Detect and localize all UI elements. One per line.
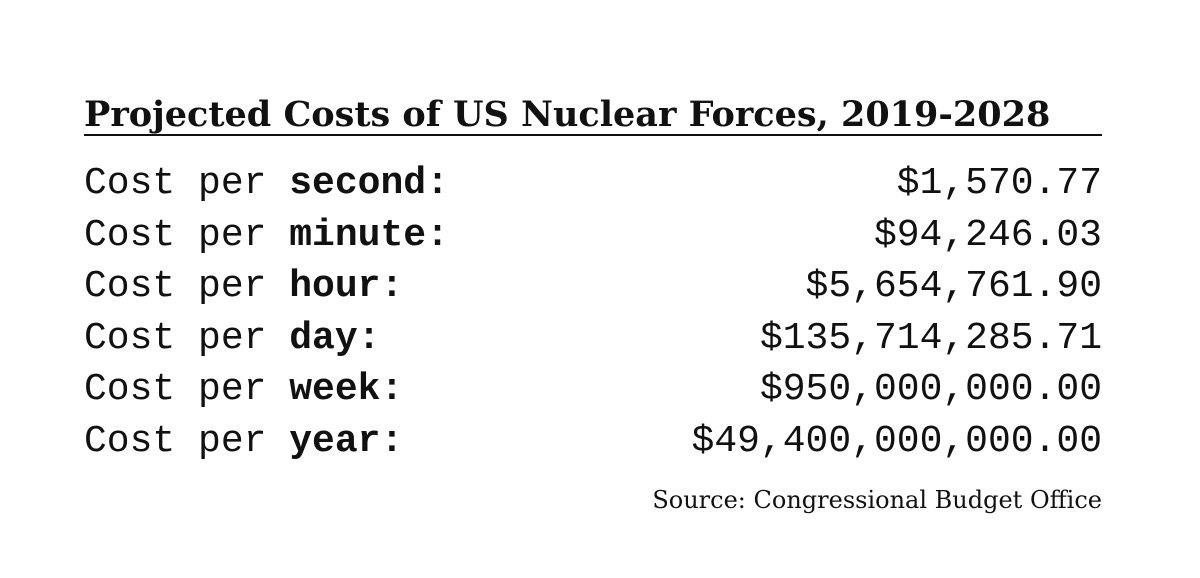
cost-row-week: Cost per week: $950,000,000.00 — [84, 364, 1102, 416]
cost-row-day: Cost per day: $135,714,285.71 — [84, 313, 1102, 365]
cost-value: $94,246.03 — [873, 213, 1102, 257]
cost-label: Cost per hour: — [84, 261, 403, 313]
cost-value: $49,400,000,000.00 — [691, 419, 1102, 463]
cost-row-year: Cost per year: $49,400,000,000.00 — [84, 416, 1102, 468]
page-title: Projected Costs of US Nuclear Forces, 20… — [84, 94, 1051, 135]
cost-label: Cost per day: — [84, 313, 380, 365]
cost-row-hour: Cost per hour: $5,654,761.90 — [84, 261, 1102, 313]
cost-value: $5,654,761.90 — [805, 265, 1102, 308]
title-underline — [84, 134, 1102, 136]
cost-value: $1,570.77 — [896, 162, 1102, 205]
cost-label: Cost per second: — [84, 158, 449, 210]
cost-list: Cost per second: $1,570.77 Cost per minu… — [84, 158, 1102, 467]
cost-row-second: Cost per second: $1,570.77 — [84, 158, 1102, 210]
cost-label-unit: year: — [289, 419, 404, 463]
cost-label-prefix: Cost per — [84, 162, 267, 205]
cost-label-unit: second: — [289, 162, 449, 205]
cost-label-prefix: Cost per — [84, 419, 267, 463]
cost-row-minute: Cost per minute: $94,246.03 — [84, 210, 1102, 262]
cost-label-unit: hour: — [289, 265, 404, 308]
source-note: Source: Congressional Budget Office — [652, 486, 1102, 514]
cost-label-unit: week: — [289, 368, 404, 411]
cost-label-prefix: Cost per — [84, 316, 267, 360]
cost-label: Cost per year: — [84, 416, 403, 468]
cost-label-unit: day: — [289, 316, 381, 360]
cost-label: Cost per minute: — [84, 210, 449, 262]
cost-label-prefix: Cost per — [84, 213, 267, 257]
cost-value: $950,000,000.00 — [759, 368, 1102, 411]
cost-label: Cost per week: — [84, 364, 403, 416]
cost-label-unit: minute: — [289, 213, 449, 257]
cost-label-prefix: Cost per — [84, 368, 267, 411]
cost-value: $135,714,285.71 — [759, 316, 1102, 360]
cost-label-prefix: Cost per — [84, 265, 267, 308]
